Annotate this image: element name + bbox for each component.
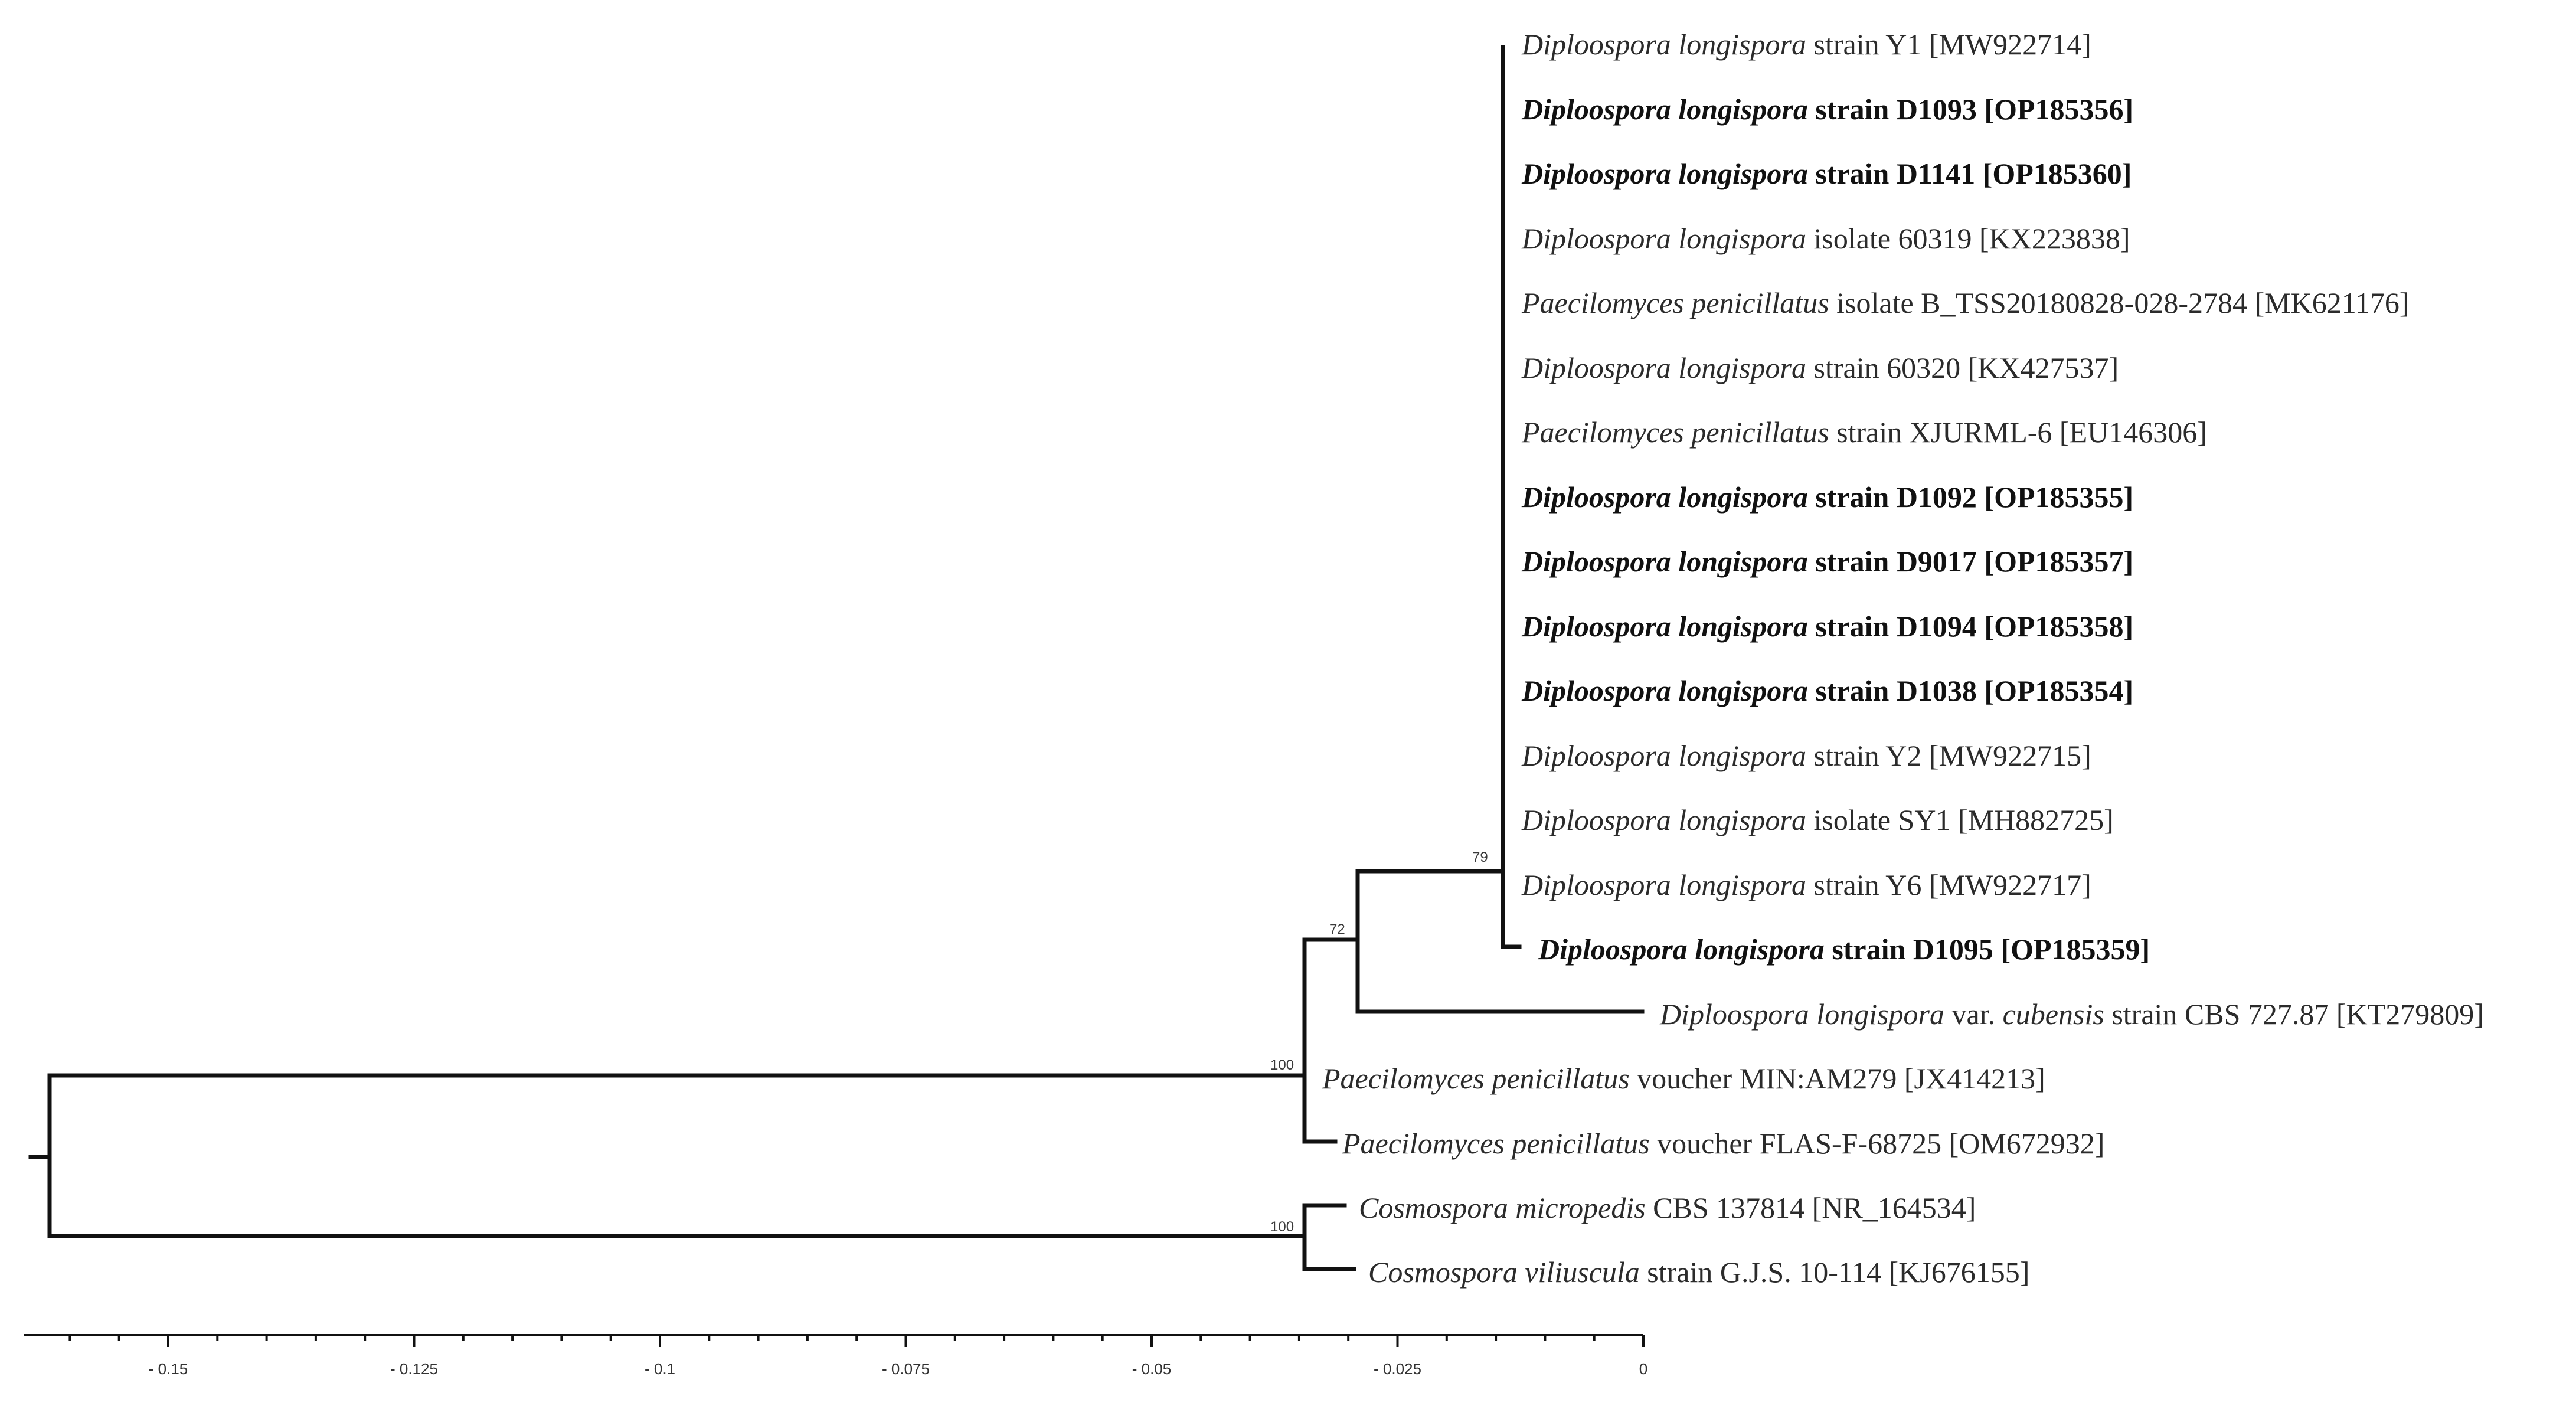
taxon-detail: strain D1141 [OP185360] [1808,157,2132,190]
taxon-label: Diploospora longispora isolate SY1 [MH88… [1521,803,2114,836]
taxon-species: Diploospora longispora [1521,610,1808,643]
taxon-species: Diploospora longispora [1521,93,1808,126]
taxon-species: Diploospora longispora [1521,222,1806,255]
taxon-species: Paecilomyces penicillatus [1521,286,1829,319]
axis-tick-label: 0 [1639,1360,1647,1378]
taxon-detail: strain 60320 [KX427537] [1806,351,2119,384]
taxon-species: Paecilomyces penicillatus [1521,416,1829,449]
axis-tick-label: - 0.05 [1132,1360,1172,1378]
tree-branches [28,45,1645,1271]
taxon-label: Cosmospora micropedis CBS 137814 [NR_164… [1359,1191,1976,1224]
support-paecilomyces: 100 [1270,1057,1294,1073]
taxon-detail: voucher MIN:AM279 [JX414213] [1630,1062,2045,1095]
taxon-species: Cosmospora viliuscula [1368,1255,1640,1289]
support-cubensis-node: 72 [1329,921,1345,937]
taxon-detail: strain XJURML-6 [EU146306] [1829,416,2207,449]
taxon-detail: isolate SY1 [MH882725] [1806,803,2114,836]
taxon-detail: CBS 137814 [NR_164534] [1646,1191,1976,1224]
taxon-species: Diploospora longispora [1521,868,1806,901]
taxon-label: Diploospora longispora strain Y1 [MW9227… [1521,28,2091,61]
taxon-detail: strain D1092 [OP185355] [1808,480,2133,514]
taxon-species: Diploospora longispora [1521,674,1808,707]
support-diploospora: 79 [1472,849,1488,865]
taxon-species: Diploospora longispora [1521,803,1806,836]
axis-tick-label: - 0.075 [882,1360,930,1378]
taxon-label: Diploospora longispora strain D1038 [OP1… [1521,674,2133,707]
taxon-label: Diploospora longispora strain D1092 [OP1… [1521,480,2133,514]
taxon-detail: isolate 60319 [KX223838] [1806,222,2130,255]
taxon-species: Diploospora longispora [1521,157,1808,190]
taxon-detail: strain Y6 [MW922717] [1806,868,2091,901]
taxon-label: Diploospora longispora isolate 60319 [KX… [1521,222,2130,255]
bootstrap-values: 79 72 100 100 [1270,849,1488,1235]
taxon-variety: cubensis [2003,998,2104,1031]
taxon-detail: strain CBS 727.87 [KT279809] [2104,998,2484,1031]
axis-tick-label: - 0.025 [1374,1360,1421,1378]
taxon-label: Diploospora longispora strain D1094 [OP1… [1521,610,2133,643]
taxon-detail: strain D9017 [OP185357] [1808,545,2133,578]
taxon-label: Paecilomyces penicillatus isolate B_TSS2… [1521,286,2410,319]
taxon-label: Diploospora longispora strain Y6 [MW9227… [1521,868,2091,901]
taxon-species: Paecilomyces penicillatus [1342,1127,1650,1160]
taxon-label: Diploospora longispora strain D1093 [OP1… [1521,93,2133,126]
taxon-label: Cosmospora viliuscula strain G.J.S. 10-1… [1368,1255,2029,1289]
scale-axis: - 0.15 - 0.125 - 0.1 - 0.075 - 0.05 - 0.025 0 [24,1334,1647,1378]
taxon-species: Cosmospora micropedis [1359,1191,1646,1224]
taxon-label: Diploospora longispora strain D9017 [OP1… [1521,545,2133,578]
taxon-label: Diploospora longispora strain Y2 [MW9227… [1521,739,2091,772]
taxon-detail: strain D1038 [OP185354] [1808,674,2133,707]
taxon-species: Diploospora longispora [1521,739,1806,772]
axis-tick-label: - 0.15 [149,1360,188,1378]
taxon-species: Diploospora longispora [1521,28,1806,61]
taxon-label: Diploospora longispora strain 60320 [KX4… [1521,351,2119,384]
taxon-labels: Diploospora longispora strain Y1 [MW9227… [1322,28,2484,1289]
taxon-species: Diploospora longispora [1521,351,1806,384]
axis-tick-label: - 0.1 [645,1360,675,1378]
taxon-label: Diploospora longispora strain D1141 [OP1… [1521,157,2132,190]
taxon-detail: strain Y2 [MW922715] [1806,739,2091,772]
taxon-detail: voucher FLAS-F-68725 [OM672932] [1650,1127,2105,1160]
taxon-label: Diploospora longispora strain D1095 [OP1… [1538,933,2150,966]
taxon-detail: strain D1093 [OP185356] [1808,93,2133,126]
taxon-label: Diploospora longispora var. cubensis str… [1659,998,2484,1031]
taxon-detail: strain D1094 [OP185358] [1808,610,2133,643]
taxon-label: Paecilomyces penicillatus voucher FLAS-F… [1342,1127,2104,1160]
taxon-detail: isolate B_TSS20180828-028-2784 [MK621176… [1829,286,2410,319]
taxon-species: Diploospora longispora [1659,998,1944,1031]
taxon-species: Paecilomyces penicillatus [1322,1062,1630,1095]
taxon-species: Diploospora longispora [1521,545,1808,578]
taxon-detail: strain Y1 [MW922714] [1806,28,2091,61]
taxon-detail: strain G.J.S. 10-114 [KJ676155] [1640,1255,2030,1289]
taxon-detail: strain D1095 [OP185359] [1825,933,2150,966]
taxon-detail: var. [1944,998,2003,1031]
taxon-species: Diploospora longispora [1538,933,1825,966]
taxon-label: Paecilomyces penicillatus voucher MIN:AM… [1322,1062,2045,1095]
taxon-label: Paecilomyces penicillatus strain XJURML-… [1521,416,2207,449]
axis-tick-label: - 0.125 [390,1360,438,1378]
taxon-species: Diploospora longispora [1521,480,1808,514]
support-cosmospora: 100 [1270,1219,1294,1235]
